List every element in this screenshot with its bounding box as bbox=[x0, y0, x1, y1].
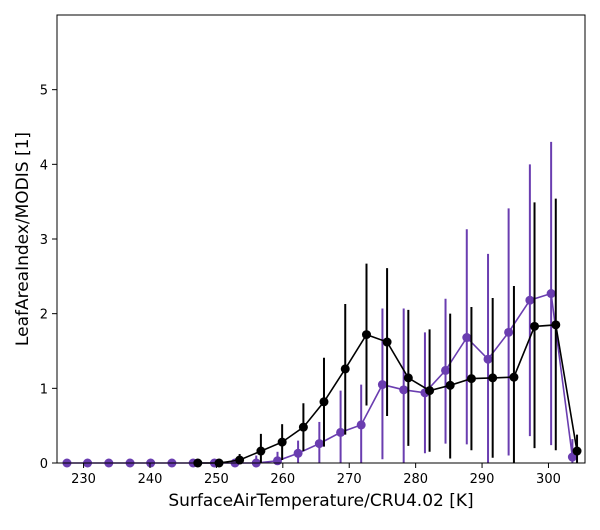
data-point bbox=[483, 354, 493, 364]
y-tick-label: 1 bbox=[40, 382, 48, 397]
data-point bbox=[551, 320, 561, 330]
data-point bbox=[298, 422, 308, 432]
data-point bbox=[546, 289, 556, 299]
data-point bbox=[488, 373, 498, 383]
plot-area bbox=[57, 15, 585, 463]
data-point bbox=[235, 455, 245, 465]
data-point bbox=[462, 333, 472, 343]
data-point bbox=[572, 446, 582, 456]
x-tick-label: 250 bbox=[204, 472, 229, 487]
data-point bbox=[382, 337, 392, 347]
x-tick-label: 280 bbox=[403, 472, 428, 487]
series-layer bbox=[62, 141, 582, 468]
data-point bbox=[377, 380, 387, 390]
data-point bbox=[361, 330, 371, 340]
axes-layer: 230 240 250 260 270 280 290 300 0 1 2 3 4 5 bbox=[40, 84, 561, 487]
data-point bbox=[356, 420, 366, 430]
data-point bbox=[277, 437, 287, 447]
x-tick-label: 240 bbox=[138, 472, 163, 487]
y-tick-label: 0 bbox=[40, 457, 48, 472]
x-axis-label: SurfaceAirTemperature/CRU4.02 [K] bbox=[168, 491, 473, 511]
data-point bbox=[319, 397, 329, 407]
x-tick-label: 260 bbox=[270, 472, 295, 487]
y-tick-label: 4 bbox=[40, 158, 48, 173]
x-tick-label: 300 bbox=[536, 472, 561, 487]
y-tick-label: 2 bbox=[40, 308, 48, 323]
data-point bbox=[399, 385, 409, 395]
x-tick-label: 290 bbox=[470, 472, 495, 487]
data-point bbox=[293, 448, 303, 458]
data-point bbox=[441, 365, 451, 375]
data-point bbox=[466, 374, 476, 384]
data-point bbox=[445, 380, 455, 390]
data-point bbox=[314, 439, 324, 449]
x-tick-label: 230 bbox=[71, 472, 96, 487]
data-point bbox=[256, 446, 266, 456]
data-point bbox=[272, 456, 282, 466]
data-point bbox=[530, 321, 540, 331]
y-tick-label: 5 bbox=[40, 84, 48, 99]
plot-frame bbox=[56, 14, 586, 464]
y-axis-label: LeafAreaIndex/MODIS [1] bbox=[13, 132, 33, 346]
data-point bbox=[340, 364, 350, 374]
series-1 bbox=[62, 141, 577, 468]
data-point bbox=[525, 295, 535, 305]
data-point bbox=[336, 427, 346, 437]
x-tick-label: 270 bbox=[337, 472, 362, 487]
data-point bbox=[509, 372, 519, 382]
data-point bbox=[425, 386, 435, 396]
data-point bbox=[504, 327, 514, 337]
data-point bbox=[403, 373, 413, 383]
y-tick-label: 3 bbox=[40, 233, 48, 248]
